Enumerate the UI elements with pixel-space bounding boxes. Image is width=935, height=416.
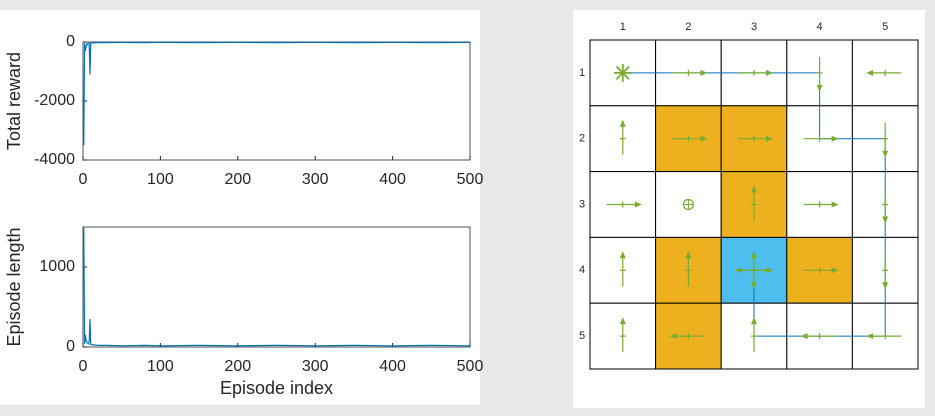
x-tick-label: 400 [379,358,406,375]
arrow-head [816,84,823,92]
x-tick-label: 200 [224,358,251,375]
arrow-head [831,135,839,142]
y-tick-label: 0 [66,33,75,50]
column-label: 2 [685,21,691,33]
y-tick-label: -2000 [34,92,75,109]
arrow-head [766,69,773,76]
arrow-head [800,333,808,340]
arrow-head [882,282,889,290]
y-tick-label: 1000 [39,258,75,275]
arrow-head [751,317,757,325]
row-label: 2 [579,133,585,145]
x-tick-label: 200 [224,171,251,188]
column-label: 1 [620,21,626,33]
x-tick-label: 300 [302,358,329,375]
arrow-head [751,185,757,193]
column-label: 4 [817,21,823,33]
row-label: 3 [579,198,585,210]
arrow-head [619,251,626,259]
left-panel [0,10,480,405]
x-tick-label: 0 [79,171,88,188]
arrow-head [619,317,626,325]
x-tick-label: 0 [79,358,88,375]
row-label: 1 [579,67,585,79]
line-series [83,226,471,347]
arrow-head [751,282,757,290]
arrow-head [634,201,642,208]
arrow-head [831,267,839,274]
arrow-head [619,119,626,127]
arrow-head [669,333,677,340]
x-tick-label: 400 [379,171,406,188]
row-label: 4 [579,264,585,276]
y-tick-label: -4000 [34,151,75,168]
axes-box [82,226,471,348]
column-label: 5 [882,21,888,33]
start-marker [615,65,630,80]
arrow-head [831,201,839,208]
column-label: 3 [751,21,757,33]
arrow-head [866,333,874,340]
x-tick-label: 100 [147,171,174,188]
y-axis-label: Episode length [4,227,24,346]
arrow-head [882,216,889,224]
y-axis-label: Total reward [4,52,24,150]
arrow-head [735,267,742,274]
arrow-head [700,135,708,142]
arrow-head [700,69,708,76]
arrow-head [882,150,889,158]
row-label: 5 [579,330,585,342]
line-series [83,41,471,146]
arrow-head [685,251,692,259]
arrow-head [766,135,773,142]
x-tick-label: 500 [457,171,484,188]
arrow-head [866,69,874,76]
x-tick-label: 300 [302,171,329,188]
x-tick-label: 100 [147,358,174,375]
x-axis-label: Episode index [220,378,333,398]
y-tick-label: 0 [66,338,75,355]
x-tick-label: 500 [457,358,484,375]
